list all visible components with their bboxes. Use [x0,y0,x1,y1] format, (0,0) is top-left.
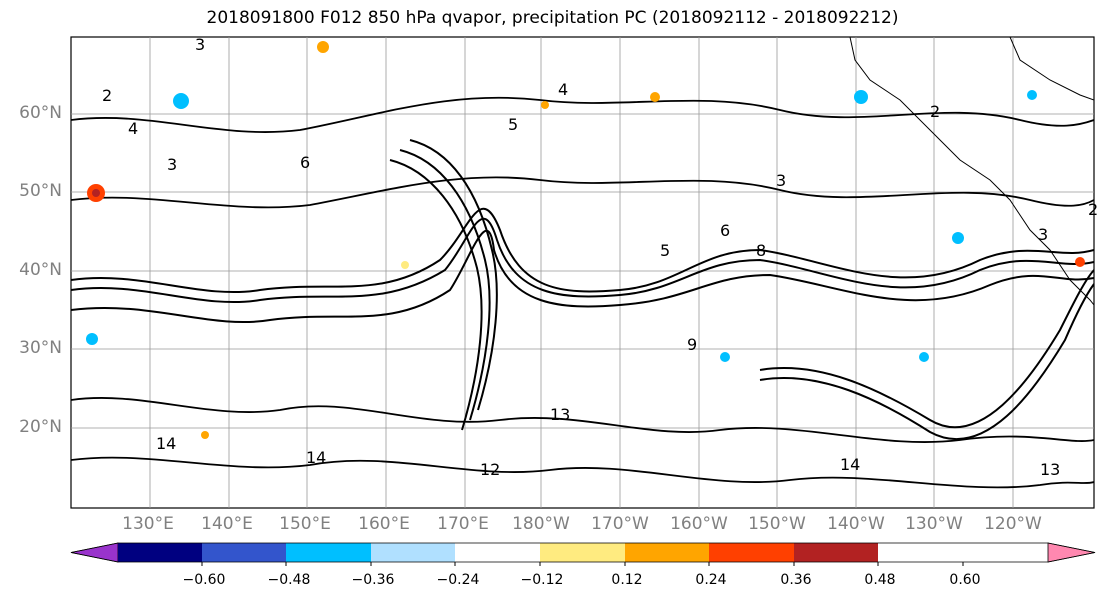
contour-label: 2 [1088,200,1098,219]
contour-label: 14 [156,434,176,453]
lon-label-180w: 180°W [512,514,570,534]
lat-label-40n: 40°N [19,260,62,280]
cb-tick-label: −0.24 [436,572,480,588]
contour-label: 3 [776,171,786,190]
contour-label: 6 [300,153,310,172]
lon-label-170e: 170°E [437,514,489,534]
cb-tick-label: 0.48 [864,572,896,588]
colorbar-bin [118,543,202,562]
lon-label-130e: 130°E [122,514,174,534]
lon-label-120w: 120°W [984,514,1042,534]
lat-label-20n: 20°N [19,417,62,437]
contour-label: 13 [550,405,570,424]
contour-label: 14 [840,455,860,474]
colorbar-extend-low [70,542,119,563]
colorbar-bin [540,543,625,562]
cb-tick-label: 0.24 [695,572,727,588]
lon-label-130w: 130°W [905,514,963,534]
precip-shading [86,41,1085,439]
cb-tick-label: −0.48 [267,572,311,588]
colorbar-bin [202,543,286,562]
lon-label-160e: 160°E [358,514,410,534]
map-frame [70,36,1095,509]
contour-label: 5 [508,115,518,134]
lon-label-160w: 160°W [670,514,728,534]
colorbar-bin [371,543,455,562]
lon-label-140e: 140°E [201,514,253,534]
cb-tick-label: −0.36 [351,572,395,588]
contour-label: 2 [930,102,940,121]
contour-label: 4 [558,80,568,99]
contour-label: 14 [306,448,326,467]
contour-label: 13 [1040,460,1060,479]
contour-label: 3 [195,35,205,54]
lon-label-150e: 150°E [279,514,331,534]
contour-label: 6 [720,221,730,240]
lat-label-50n: 50°N [19,181,62,201]
colorbar-bin [794,543,878,562]
qvapor-contours [71,37,1094,489]
contour-label: 9 [687,335,697,354]
cb-tick-label: −0.12 [520,572,564,588]
colorbar-extend-high [1047,542,1096,563]
contour-label: 5 [660,241,670,260]
contour-label: 3 [1038,225,1048,244]
cb-tick-label: 0.12 [611,572,643,588]
contour-label: 8 [756,241,766,260]
contour-label: 3 [167,155,177,174]
colorbar-bin [709,543,794,562]
contour-label: 2 [102,86,112,105]
cb-tick-label: 0.60 [949,572,981,588]
colorbar-outline [70,542,1096,563]
plot-title: 2018091800 F012 850 hPa qvapor, precipit… [206,8,899,28]
lon-label-170w: 170°W [591,514,649,534]
contour-label: 12 [480,460,500,479]
contour-label: 4 [128,119,138,138]
cb-tick-label: 0.36 [780,572,812,588]
colorbar-bin [455,543,540,562]
lon-label-140w: 140°W [827,514,885,534]
colorbar-bin [286,543,371,562]
lat-label-30n: 30°N [19,338,62,358]
colorbar-bin [625,543,709,562]
lon-label-150w: 150°W [748,514,806,534]
cb-tick-label: −0.60 [182,572,226,588]
lat-label-60n: 60°N [19,103,62,123]
